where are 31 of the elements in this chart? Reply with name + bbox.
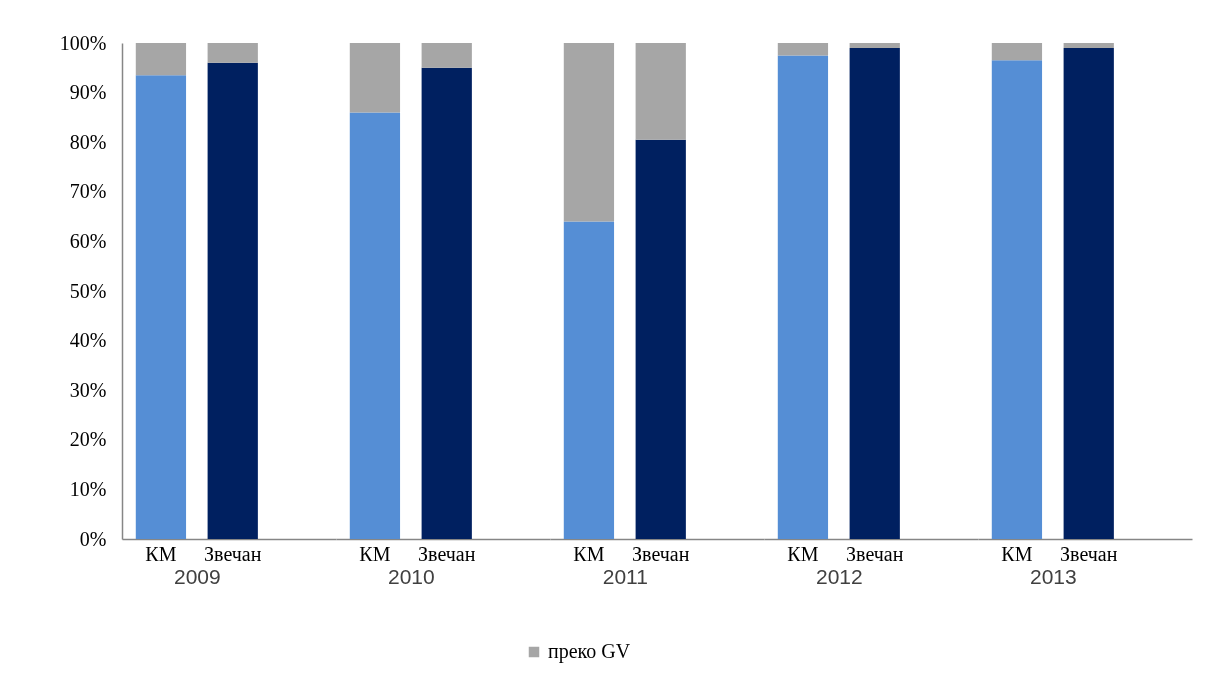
x-axis-title: 2012 bbox=[815, 564, 863, 588]
x-tick-label: КМ bbox=[1001, 542, 1033, 565]
y-tick-label: 50% bbox=[69, 279, 107, 302]
legend-label: преко GV bbox=[548, 640, 631, 663]
x-tick-label: Звечан bbox=[204, 542, 262, 565]
y-tick-label: 100% bbox=[59, 31, 107, 54]
bar bbox=[207, 43, 258, 63]
bar bbox=[135, 43, 187, 76]
x-tick-label: КМ bbox=[359, 542, 391, 565]
x-axis-title: 2011 bbox=[602, 564, 648, 588]
y-tick-label: 90% bbox=[69, 81, 107, 104]
y-tick-label: 20% bbox=[69, 428, 107, 451]
y-tick-label: 40% bbox=[69, 329, 107, 352]
y-tick-label: 10% bbox=[69, 477, 107, 500]
x-tick-label: Звечан bbox=[1060, 542, 1118, 565]
x-axis-title: 2010 bbox=[387, 564, 435, 588]
y-tick-label: 80% bbox=[69, 130, 107, 153]
x-tick-label: Звечан bbox=[846, 542, 904, 565]
x-tick-label: Звечан bbox=[632, 542, 690, 565]
x-tick-label: КМ bbox=[573, 542, 605, 565]
bar bbox=[135, 75, 187, 539]
y-tick-label: 0% bbox=[79, 527, 107, 550]
x-tick-label: Звечан bbox=[418, 542, 476, 565]
x-axis-title: 2009 bbox=[173, 564, 221, 588]
x-tick-label: КМ bbox=[145, 542, 177, 565]
y-tick-label: 30% bbox=[69, 378, 107, 401]
x-axis-title: 2013 bbox=[1029, 564, 1077, 588]
bar bbox=[207, 62, 258, 539]
x-tick-label: КМ bbox=[787, 542, 819, 565]
y-tick-label: 60% bbox=[69, 229, 107, 252]
y-tick-label: 70% bbox=[69, 180, 107, 203]
